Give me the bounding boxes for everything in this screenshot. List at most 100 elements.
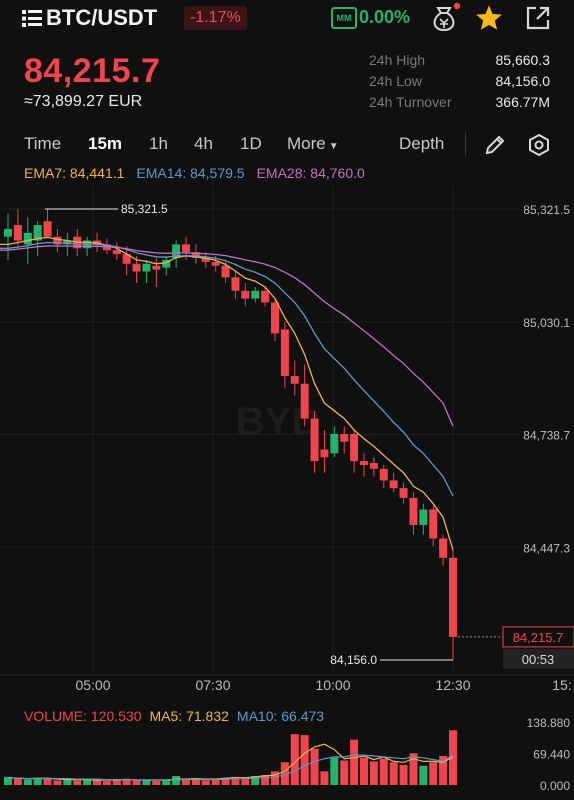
candle-body <box>419 509 428 525</box>
ema14-line <box>0 241 454 497</box>
volume-bar <box>419 765 428 785</box>
volume-bar <box>280 762 289 785</box>
volume-bar <box>290 734 299 785</box>
candlestick-chart[interactable]: BYD 85,321.585,030.184,738.784,447.3 05:… <box>0 185 574 800</box>
volume-bar <box>152 780 161 785</box>
x-tick-label: 10:00 <box>315 677 350 693</box>
volume-bar <box>449 730 457 785</box>
candle-body <box>429 509 438 539</box>
volume-bar <box>53 780 62 785</box>
last-price: 84,215.7 <box>24 52 161 90</box>
menu-icon[interactable] <box>22 9 42 27</box>
tab-more-label: More <box>287 134 326 153</box>
ma5-label: MA5: 71.832 <box>149 708 229 724</box>
header-bar: BTC/USDT -1.17% MM 0.00% <box>0 0 574 36</box>
candle-body <box>389 480 398 489</box>
volume-bar <box>93 780 101 785</box>
volume-bar <box>162 779 171 785</box>
ema28-line <box>0 245 454 427</box>
tab-depth[interactable]: Depth <box>399 134 445 153</box>
volume-legend: VOLUME: 120.530 MA5: 71.832 MA10: 66.473 <box>24 708 324 724</box>
volume-bar <box>300 735 309 785</box>
x-tick-label: 07:30 <box>195 677 230 693</box>
volume-bar <box>43 777 52 785</box>
candle-body <box>251 290 260 299</box>
candle-body <box>201 257 210 262</box>
tab-1d[interactable]: 1D <box>240 134 262 153</box>
volume-bar <box>112 780 121 785</box>
volume-bar <box>13 778 22 785</box>
candle-body <box>182 244 190 253</box>
volume-bar <box>23 779 32 785</box>
candle-body <box>310 418 319 462</box>
volume-bar <box>102 780 111 785</box>
y-tick-label: 84,738.7 <box>523 429 570 443</box>
x-tick-label: 12:30 <box>435 677 470 693</box>
volume-ma10-line <box>8 754 454 781</box>
x-tick-label: 05:00 <box>75 677 110 693</box>
mm-badge[interactable]: MM <box>331 7 357 29</box>
volume-bar <box>182 778 190 785</box>
volume-bar <box>191 779 200 785</box>
portfolio-bag-icon[interactable] <box>428 2 460 32</box>
candle-body <box>211 261 220 266</box>
chart-grid <box>0 185 574 676</box>
tab-1h[interactable]: 1h <box>149 134 168 153</box>
volume-bar <box>63 779 72 785</box>
ema7-label: EMA7: 84,441.1 <box>24 165 125 181</box>
fiat-price: ≈73,899.27 EUR <box>24 93 143 110</box>
tab-more[interactable]: More ▼ <box>287 134 339 154</box>
high-value: 85,660.3 <box>495 52 551 68</box>
caret-down-icon: ▼ <box>328 141 339 152</box>
star-icon[interactable] <box>475 4 503 31</box>
volume-bar <box>429 762 438 785</box>
mm-value: 0.00% <box>359 7 411 27</box>
volume-bar <box>83 778 92 785</box>
volume-bar <box>439 755 448 785</box>
candle-body <box>162 259 171 268</box>
settings-hex-icon[interactable] <box>527 133 551 157</box>
ma10-label: MA10: 66.473 <box>236 708 325 724</box>
volume-y-tick-label: 138.880 <box>527 716 571 730</box>
tab-4h[interactable]: 4h <box>194 134 213 153</box>
volume-bar <box>340 760 349 785</box>
candle-body <box>330 434 339 454</box>
candle-body <box>241 290 250 299</box>
volume-bar <box>320 771 329 785</box>
change-badge: -1.17% <box>184 6 247 30</box>
share-icon[interactable] <box>525 5 551 31</box>
candle-body <box>231 277 240 291</box>
volume-bar <box>399 765 408 785</box>
volume-bar <box>142 780 151 785</box>
ema-legend: EMA7: 84,441.1 EMA14: 84,579.5 EMA28: 84… <box>24 165 365 181</box>
volume-bar <box>409 753 418 785</box>
volume-bar <box>271 771 279 785</box>
volume-bar <box>251 775 260 785</box>
volume-bar <box>261 775 270 785</box>
volume-bar <box>172 775 181 785</box>
tab-time[interactable]: Time <box>24 134 62 153</box>
ema-lines <box>0 236 454 551</box>
candle-body <box>112 250 121 255</box>
countdown-label: 00:53 <box>522 652 555 667</box>
volume-bar <box>4 776 12 785</box>
candle-body <box>122 254 131 264</box>
candle-body <box>369 463 378 469</box>
volume-bar <box>231 776 240 785</box>
last-price-box <box>502 626 574 648</box>
volume-bar <box>369 761 378 785</box>
pencil-icon[interactable] <box>484 134 506 156</box>
candle-body <box>449 557 457 637</box>
countdown-box <box>503 648 574 669</box>
pair-title[interactable]: BTC/USDT <box>46 5 158 30</box>
price-markers: 85,321.5 84,156.0 84,215.7 00:53 <box>45 202 574 669</box>
turnover-label: 24h Turnover <box>369 94 452 110</box>
candle-body <box>350 434 359 462</box>
volume-bar <box>241 778 250 785</box>
candle-body <box>142 263 151 272</box>
tab-15m[interactable]: 15m <box>88 134 123 153</box>
volume-bar <box>201 780 210 785</box>
volume-bar <box>350 739 359 785</box>
candle-body <box>63 240 72 245</box>
turnover-value: 366.77M <box>495 94 550 110</box>
